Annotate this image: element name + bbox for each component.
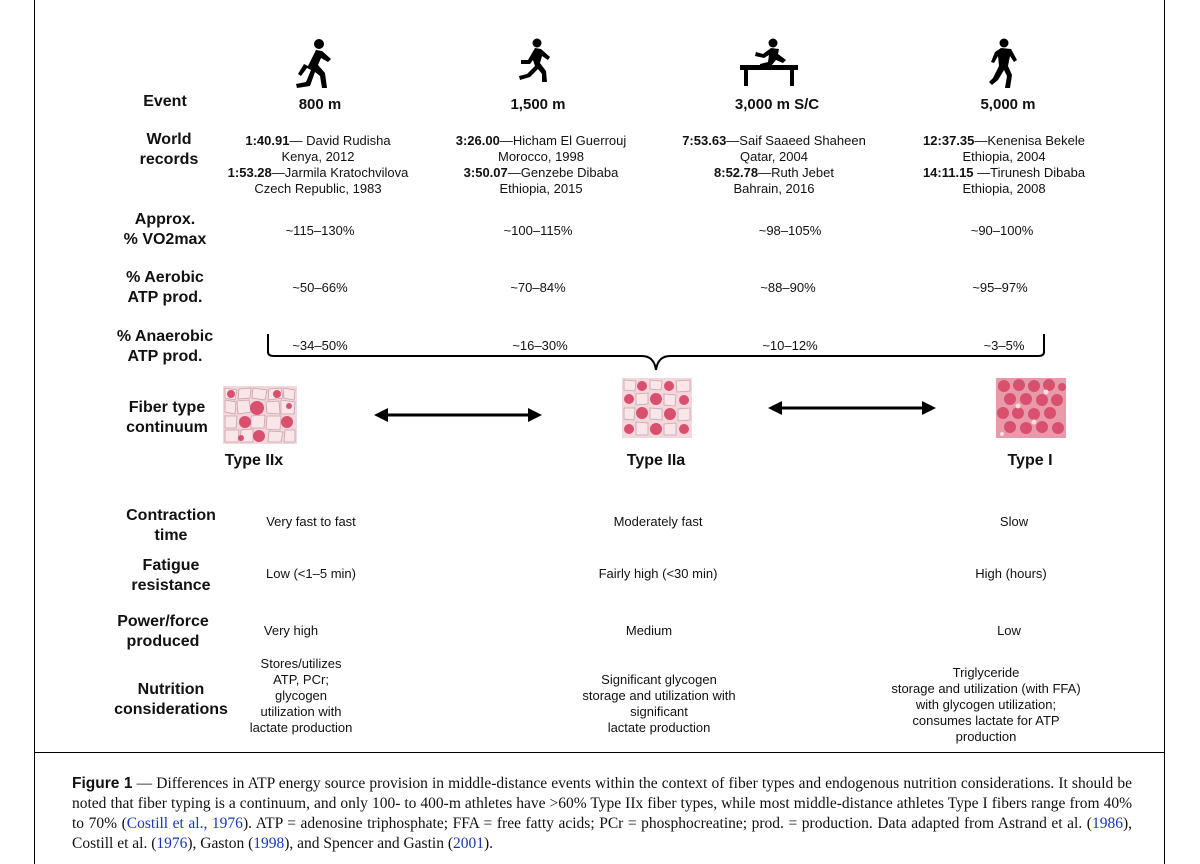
- event-name-1500m: 1,500 m: [510, 96, 566, 113]
- row-label-contraction: Contraction time: [126, 507, 216, 544]
- fatigue-type-iia: Fairly high (<30 min): [598, 566, 718, 581]
- nutrition-type-i: Triglyceride storage and utilization (wi…: [891, 665, 1081, 744]
- record-line: 1:40.91— David Rudisha: [245, 133, 391, 148]
- record-line: Kenya, 2012: [281, 149, 355, 164]
- runner-icon-800m: [296, 39, 331, 88]
- nutrition-type-iia: Significant glycogen storage and utiliza…: [582, 672, 736, 735]
- figure-label: Figure 1: [72, 775, 133, 792]
- runner-icon-1500m: [519, 38, 550, 82]
- figure-caption: Figure 1 — Differences in ATP energy sou…: [72, 775, 1133, 852]
- steeplechase-icon: [740, 38, 798, 86]
- record-line: 3:50.07—Genzebe Dibaba: [463, 165, 619, 180]
- fiber-light-cells: [1000, 389, 1049, 436]
- power-type-iix: Very high: [263, 623, 319, 638]
- record-line: 3:26.00—Hicham El Guerrouj: [455, 133, 627, 148]
- record-line: 12:37.35—Kenenisa Bekele: [923, 133, 1085, 148]
- record-line: Bahrain, 2016: [733, 181, 815, 196]
- runner-icon-5000m: [989, 38, 1017, 88]
- anaerobic-1500m: ~16–30%: [512, 338, 568, 353]
- record-line: 14:11.15 —Tirunesh Dibaba: [922, 165, 1086, 180]
- power-type-i: Low: [997, 623, 1021, 638]
- fiber-image-type-iix: [223, 386, 297, 444]
- record-line: Czech Republic, 1983: [254, 181, 382, 196]
- row-label-world-records: World records: [139, 131, 199, 168]
- vo2-1500m: ~100–115%: [503, 223, 573, 238]
- record-line: Ethiopia, 2015: [499, 181, 583, 196]
- caption-separator: [34, 752, 1165, 753]
- row-label-aerobic: % Aerobic ATP prod.: [126, 269, 204, 306]
- world-records-5000m: 12:37.35—Kenenisa Bekele Ethiopia, 2004 …: [884, 133, 1124, 197]
- power-type-iia: Medium: [625, 623, 673, 638]
- contraction-type-iix: Very fast to fast: [266, 514, 356, 529]
- anaerobic-5000m: ~3–5%: [983, 338, 1025, 353]
- row-label-anaerobic: % Anaerobic ATP prod.: [116, 328, 214, 365]
- fiber-name-type-iia: Type IIa: [626, 452, 686, 469]
- row-label-fatigue: Fatigue resistance: [131, 557, 211, 594]
- row-label-event: Event: [143, 93, 187, 110]
- left-border: [34, 0, 35, 864]
- citation-link[interactable]: 1976: [156, 835, 188, 852]
- fiber-dark-cells: [227, 390, 293, 442]
- vo2-800m: ~115–130%: [285, 223, 355, 238]
- fiber-name-type-iix: Type IIx: [224, 452, 284, 469]
- aerobic-3000m-sc: ~88–90%: [760, 280, 816, 295]
- aerobic-800m: ~50–66%: [292, 280, 348, 295]
- vo2-3000m-sc: ~98–105%: [758, 223, 822, 238]
- record-line: 1:53.28—Jarmila Kratochvilova: [227, 165, 409, 180]
- double-arrow-right: [768, 401, 936, 415]
- contraction-type-iia: Moderately fast: [613, 514, 703, 529]
- fiber-image-type-iia: [622, 378, 692, 438]
- curly-brace: [267, 334, 1045, 371]
- fatigue-type-i: High (hours): [975, 566, 1047, 581]
- event-name-800m: 800 m: [298, 96, 342, 113]
- citation-link[interactable]: 1986: [1091, 815, 1123, 832]
- citation-link[interactable]: Costill et al., 1976: [126, 815, 243, 832]
- anaerobic-800m: ~34–50%: [292, 338, 348, 353]
- world-records-3000m-sc: 7:53.63—Saif Saaeed Shaheen Qatar, 2004 …: [654, 133, 894, 197]
- event-name-3000m-sc: 3,000 m S/C: [734, 96, 820, 113]
- row-label-nutrition: Nutrition considerations: [114, 681, 228, 718]
- vo2-5000m: ~90–100%: [970, 223, 1034, 238]
- fiber-dark-cells: [997, 379, 1066, 434]
- fiber-dark-cells: [624, 381, 689, 435]
- record-line: Morocco, 1998: [498, 149, 584, 164]
- row-label-vo2max: Approx.% VO2max: [123, 211, 207, 248]
- world-records-1500m: 3:26.00—Hicham El Guerrouj Morocco, 1998…: [421, 133, 661, 197]
- record-line: Ethiopia, 2004: [962, 149, 1046, 164]
- record-line: Ethiopia, 2008: [962, 181, 1046, 196]
- aerobic-1500m: ~70–84%: [510, 280, 566, 295]
- record-line: 8:52.78—Ruth Jebet: [714, 165, 834, 180]
- world-records-800m: 1:40.91— David Rudisha Kenya, 2012 1:53.…: [198, 133, 438, 197]
- row-label-fiber-type: Fiber type continuum: [126, 399, 208, 436]
- record-line: Qatar, 2004: [740, 149, 808, 164]
- citation-link[interactable]: 2001: [453, 835, 484, 852]
- right-border: [1164, 0, 1165, 864]
- row-label-power: Power/force produced: [117, 613, 209, 650]
- anaerobic-3000m-sc: ~10–12%: [762, 338, 818, 353]
- fiber-name-type-i: Type I: [1007, 452, 1053, 469]
- fiber-image-type-i: [996, 378, 1066, 438]
- contraction-type-i: Slow: [999, 514, 1029, 529]
- nutrition-type-iix: Stores/utilizes ATP, PCr; glycogen utili…: [249, 656, 353, 735]
- aerobic-5000m: ~95–97%: [972, 280, 1028, 295]
- citation-link[interactable]: 1998: [253, 835, 285, 852]
- fatigue-type-iix: Low (<1–5 min): [266, 566, 356, 581]
- event-name-5000m: 5,000 m: [980, 96, 1036, 113]
- record-line: 7:53.63—Saif Saaeed Shaheen: [682, 133, 866, 148]
- double-arrow-left: [374, 408, 542, 422]
